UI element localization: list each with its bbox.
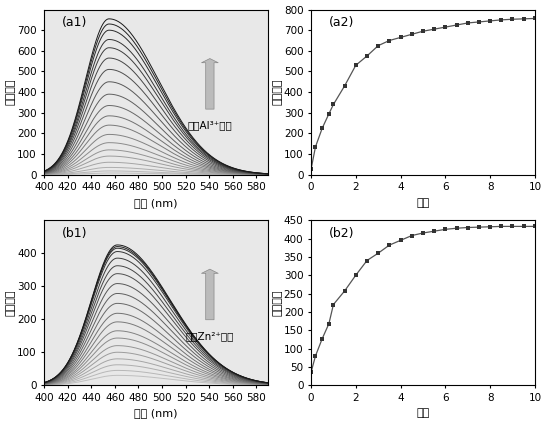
X-axis label: 当量: 当量 (416, 198, 429, 208)
Y-axis label: 荆光强度: 荆光强度 (5, 79, 15, 105)
Text: (b2): (b2) (329, 227, 354, 240)
Y-axis label: 荆光强度: 荆光强度 (5, 290, 15, 316)
X-axis label: 当量: 当量 (416, 408, 429, 418)
Text: 增加Zn²⁺浓度: 增加Zn²⁺浓度 (185, 331, 234, 341)
Y-axis label: 荆光强度: 荆光强度 (272, 290, 282, 316)
Text: 增加Al³⁺浓度: 增加Al³⁺浓度 (188, 120, 232, 130)
Text: (a1): (a1) (62, 16, 88, 29)
X-axis label: 波长 (nm): 波长 (nm) (135, 198, 178, 208)
Y-axis label: 荆光强度: 荆光强度 (272, 79, 282, 105)
X-axis label: 波长 (nm): 波长 (nm) (135, 408, 178, 418)
Text: (a2): (a2) (329, 16, 354, 29)
Text: (b1): (b1) (62, 227, 88, 240)
